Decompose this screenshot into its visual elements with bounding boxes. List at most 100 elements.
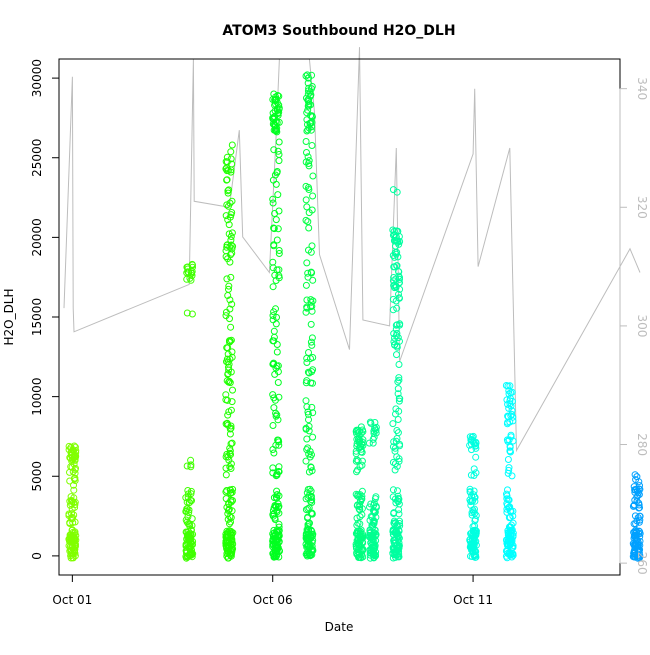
data-point <box>271 127 279 134</box>
data-point <box>395 407 403 415</box>
point-cluster <box>466 432 480 561</box>
data-point <box>305 124 313 132</box>
data-point <box>305 416 312 424</box>
data-point <box>223 243 231 251</box>
data-point <box>305 544 313 552</box>
data-point <box>68 526 76 534</box>
data-point <box>395 361 403 368</box>
data-point <box>302 281 310 289</box>
data-point <box>503 492 511 500</box>
data-point <box>308 368 316 376</box>
y2-tick-label: 340 <box>635 77 649 100</box>
data-point <box>365 439 373 447</box>
data-point <box>226 305 234 313</box>
data-point <box>396 294 403 302</box>
point-cluster <box>365 418 380 562</box>
data-point <box>305 450 313 458</box>
y2-tick-label: 280 <box>635 433 649 456</box>
data-point <box>273 266 281 274</box>
data-point <box>225 506 233 513</box>
data-point <box>503 495 511 503</box>
data-point <box>269 469 277 477</box>
data-point <box>223 153 231 161</box>
data-point <box>222 212 230 220</box>
data-point <box>392 321 400 329</box>
data-point <box>269 422 277 429</box>
data-point <box>394 429 402 437</box>
data-point <box>394 390 402 398</box>
data-point <box>372 429 380 437</box>
point-cluster <box>269 90 283 561</box>
data-point <box>269 312 277 320</box>
data-point <box>68 500 76 508</box>
data-point <box>275 492 283 500</box>
point-cluster <box>302 71 317 560</box>
data-point <box>507 433 515 441</box>
data-point <box>307 248 315 256</box>
data-point <box>187 490 195 498</box>
data-point <box>509 437 517 445</box>
data-point <box>306 541 314 548</box>
data-point <box>273 470 281 478</box>
data-point <box>186 499 193 506</box>
data-point <box>502 536 510 544</box>
data-point <box>309 433 317 441</box>
data-point <box>389 306 397 314</box>
data-point <box>270 359 278 367</box>
data-point <box>275 151 283 158</box>
data-point <box>509 543 517 551</box>
data-point <box>222 165 230 173</box>
y-tick-label: 25000 <box>30 139 44 177</box>
data-point <box>67 496 75 504</box>
y2-axis: 260 280 300 320 340 <box>619 77 649 575</box>
data-point <box>228 529 235 537</box>
data-point <box>270 404 278 412</box>
data-point <box>354 501 362 509</box>
data-point <box>269 464 277 472</box>
data-point <box>353 514 361 522</box>
data-point <box>508 388 516 396</box>
data-point <box>188 515 196 523</box>
data-point <box>394 487 401 495</box>
data-point <box>354 519 362 527</box>
y-axis: 0 5000 10000 15000 20000 25000 30000 <box>30 59 60 560</box>
data-point <box>307 551 315 558</box>
data-point <box>303 71 311 79</box>
data-point <box>307 338 315 346</box>
data-point <box>269 446 277 453</box>
data-point <box>226 296 234 304</box>
data-point <box>507 507 515 515</box>
data-point <box>389 531 397 538</box>
data-point <box>307 510 315 517</box>
data-point <box>302 138 310 145</box>
data-point <box>392 242 399 250</box>
data-point <box>225 408 233 416</box>
data-point <box>502 552 510 560</box>
data-point <box>389 486 397 494</box>
data-point <box>227 422 235 430</box>
data-point <box>226 379 234 387</box>
data-point <box>226 513 234 521</box>
data-point <box>371 419 379 426</box>
data-point <box>304 79 312 87</box>
data-point <box>369 439 377 447</box>
data-point <box>389 226 397 234</box>
data-point <box>394 378 402 386</box>
data-point <box>305 162 313 170</box>
data-point <box>272 216 280 224</box>
y-tick-label: 5000 <box>30 461 44 492</box>
data-point <box>224 350 232 358</box>
data-point <box>472 442 480 450</box>
data-point <box>186 530 194 538</box>
data-point <box>272 100 280 108</box>
data-point <box>391 466 399 474</box>
data-point <box>509 519 517 527</box>
data-point <box>72 464 79 472</box>
data-point <box>187 276 195 284</box>
data-point <box>228 229 236 237</box>
data-point <box>389 186 397 194</box>
data-point <box>306 551 314 559</box>
data-point <box>302 397 310 405</box>
data-point <box>304 521 312 529</box>
